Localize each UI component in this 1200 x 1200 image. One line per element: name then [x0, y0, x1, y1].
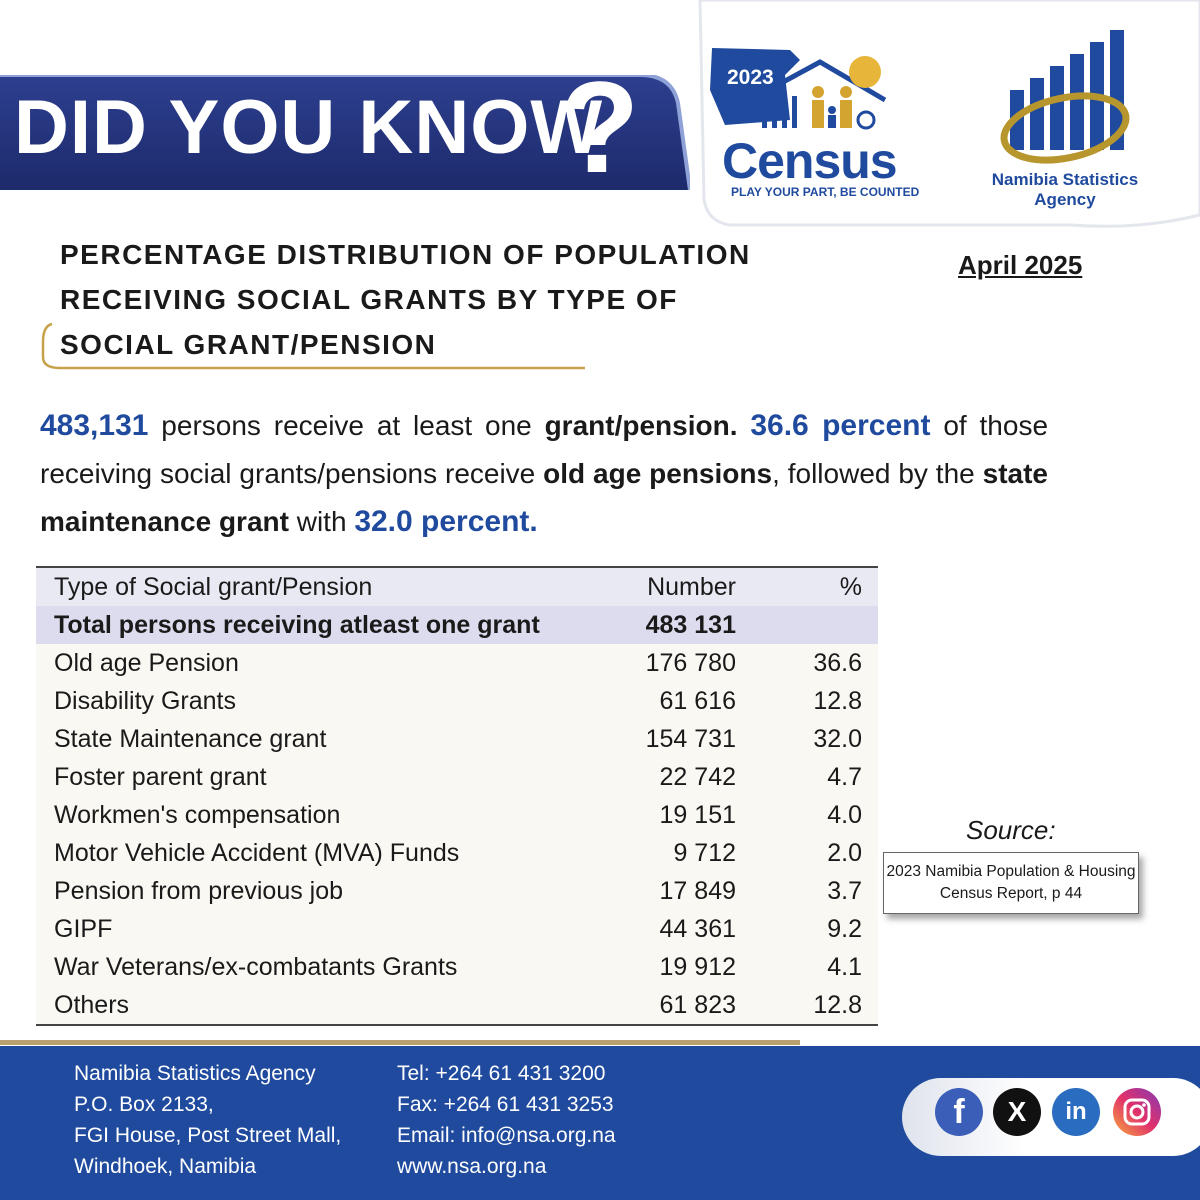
table-cell: War Veterans/ex-combatants Grants: [54, 953, 458, 981]
table-cell: 154 731: [645, 725, 736, 753]
bold-text: state maintenance grant: [40, 458, 1048, 537]
census-name: Census: [722, 133, 898, 189]
instagram-icon[interactable]: [1113, 1088, 1161, 1136]
source-text: 2023 Namibia Population & Housing Census…: [883, 852, 1139, 914]
table-cell: 9.2: [827, 915, 862, 943]
table-cell: Old age Pension: [54, 649, 239, 677]
table-row: War Veterans/ex-combatants Grants 19 912 4…: [36, 948, 878, 986]
banner-question-mark: ?: [560, 54, 640, 200]
table-cell: 19 912: [659, 953, 736, 981]
table-row: Workmen's compensation 19 151 4.0: [36, 796, 878, 834]
x-icon[interactable]: X: [993, 1088, 1041, 1136]
footer-line: Email: info@nsa.org.na: [397, 1124, 616, 1147]
table-row: Pension from previous job 17 849 3.7: [36, 872, 878, 910]
banner-shape: [0, 75, 690, 190]
table-cell: Total persons receiving atleast one gran…: [54, 611, 540, 639]
table-cell: 4.1: [827, 953, 862, 981]
text: of those receiving social grants/pension…: [40, 410, 1049, 489]
logo-card: [698, 0, 1200, 228]
column-header: Number: [647, 573, 736, 601]
table-cell: Motor Vehicle Accident (MVA) Funds: [54, 839, 460, 867]
intro-text: 483,131 persons receive at least one gra…: [40, 402, 1048, 546]
banner-text: DID YOU KNOW: [14, 85, 604, 170]
table-row: State Maintenance grant 154 731 32.0: [36, 720, 878, 758]
highlight-number: 36.6 percent: [750, 409, 931, 442]
table-cell: State Maintenance grant: [54, 725, 327, 753]
footer-line: www.nsa.org.na: [397, 1155, 547, 1178]
table-cell: 4.7: [827, 763, 862, 791]
table-row: Disability Grants 61 616 12.8: [36, 682, 878, 720]
table-cell: 22 742: [659, 763, 736, 791]
highlight-number: 483,131: [40, 409, 149, 442]
footer-line: FGI House, Post Street Mall,: [74, 1124, 342, 1147]
text: , followed by the: [772, 458, 975, 489]
table-row: Old age Pension 176 780 36.6: [36, 644, 878, 682]
table-cell: 483 131: [645, 611, 736, 639]
table-cell: 2.0: [827, 839, 862, 867]
table-row: Foster parent grant 22 742 4.7: [36, 758, 878, 796]
footer-line: Windhoek, Namibia: [74, 1155, 257, 1178]
date: April 2025: [958, 250, 1083, 280]
source-label: Source:: [966, 815, 1056, 845]
table-cell: Others: [54, 991, 130, 1019]
footer-contact: Tel: +264 61 431 3200 Fax: +264 61 431 32…: [397, 1058, 616, 1182]
table-cell: 61 823: [659, 991, 736, 1019]
agency-name: Namibia Statistics Agency: [991, 170, 1139, 209]
footer-accent: [0, 1040, 800, 1045]
table-cell: 4.0: [827, 801, 862, 829]
table-header-row: Type of Social grant/Pension Number %: [36, 567, 878, 606]
text: persons receive at least one: [161, 410, 532, 441]
table-cell: 12.8: [813, 991, 862, 1019]
footer-line: Fax: +264 61 431 3253: [397, 1093, 614, 1116]
table-cell: 19 151: [659, 801, 736, 829]
table-cell: Workmen's compensation: [54, 801, 341, 829]
table-cell: Foster parent grant: [54, 763, 267, 791]
table-cell: 12.8: [813, 687, 862, 715]
table-row: GIPF 44 361 9.2: [36, 910, 878, 948]
table-cell: Disability Grants: [54, 687, 236, 715]
bold-text: old age pensions: [543, 458, 773, 489]
total-row: Total persons receiving atleast one gran…: [36, 606, 878, 644]
census-slogan: PLAY YOUR PART, BE COUNTED: [731, 185, 920, 199]
table-cell: 3.7: [827, 877, 862, 905]
grants-table: Type of Social grant/Pension Number % To…: [36, 566, 878, 1026]
highlight-number: 32.0 percent.: [354, 505, 538, 538]
census-year: 2023: [727, 66, 774, 89]
table-cell: 32.0: [813, 725, 862, 753]
title: PERCENTAGE DISTRIBUTION OF POPULATION RE…: [60, 239, 751, 360]
table-cell: 44 361: [659, 915, 736, 943]
footer-line: Tel: +264 61 431 3200: [397, 1062, 606, 1085]
title-underline: [41, 322, 585, 370]
facebook-icon[interactable]: f: [935, 1088, 983, 1136]
table-body: Type of Social grant/Pension Number % To…: [36, 567, 878, 1025]
column-header: %: [839, 573, 862, 601]
footer-line: Namibia Statistics Agency: [74, 1062, 316, 1085]
table-row: Motor Vehicle Accident (MVA) Funds 9 712 2…: [36, 834, 878, 872]
linkedin-icon[interactable]: in: [1052, 1088, 1100, 1136]
table-cell: 176 780: [645, 649, 736, 677]
table-cell: [736, 606, 878, 644]
text: with: [296, 506, 347, 537]
column-header: Type of Social grant/Pension: [54, 573, 373, 601]
table-row: Others 61 823 12.8: [36, 986, 878, 1025]
table-cell: 36.6: [813, 649, 862, 677]
bold-text: grant/pension.: [544, 410, 738, 441]
table-cell: Pension from previous job: [54, 877, 344, 905]
footer-line: P.O. Box 2133,: [74, 1093, 214, 1116]
table-cell: GIPF: [54, 915, 113, 943]
footer-address: Namibia Statistics Agency P.O. Box 2133, F…: [74, 1058, 341, 1182]
table-cell: 61 616: [659, 687, 736, 715]
table-cell: 9 712: [673, 839, 736, 867]
table-cell: 17 849: [659, 877, 736, 905]
